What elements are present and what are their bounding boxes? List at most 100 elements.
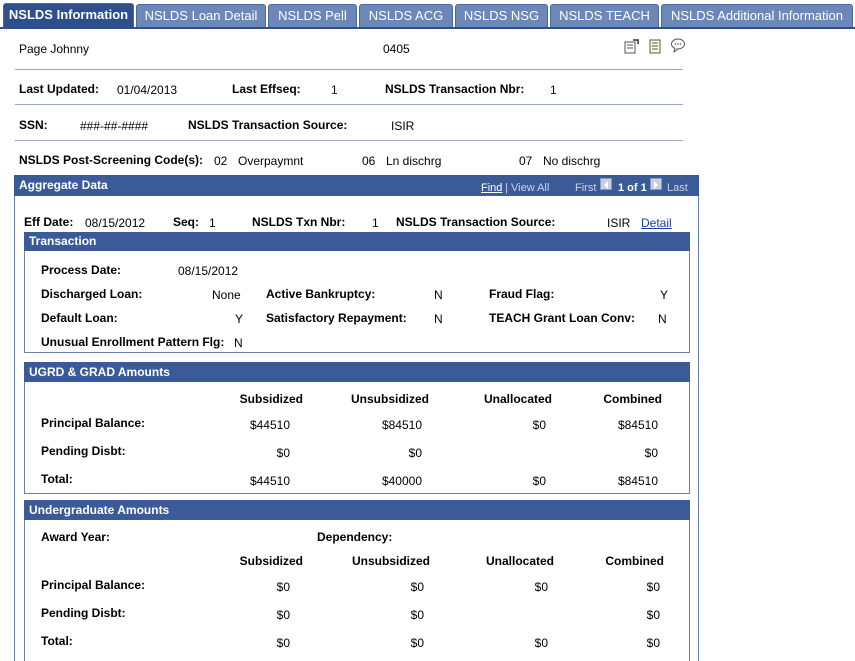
post-screening-code: 07 [519,154,533,168]
document-icon[interactable] [647,38,663,54]
eff-date-value: 08/15/2012 [85,216,146,230]
fraud-flag-value: Y [660,288,669,302]
page-count: 1 of 1 [618,182,647,194]
aggregate-data-header: Aggregate Data [14,175,699,196]
eff-date-label: Eff Date: [24,215,74,229]
row-label: Principal Balance: [41,416,146,430]
fraud-flag-label: Fraud Flag: [489,287,555,301]
post-screening-desc: Overpaymnt [238,154,304,168]
amount-cell: $0 [276,608,290,622]
seq-value: 1 [209,216,216,230]
notepad-icon[interactable] [623,38,639,54]
last-updated-value: 01/04/2013 [117,83,178,97]
default-loan-value: Y [235,312,244,326]
amount-cell: $0 [534,636,548,650]
teach-grant-value: N [658,312,667,326]
amount-cell: $0 [646,608,660,622]
transaction-source-label: NSLDS Transaction Source: [188,118,348,132]
amount-cell: $84510 [617,418,658,432]
active-bankruptcy-label: Active Bankruptcy: [266,287,376,301]
ugrd-grad-title: UGRD & GRAD Amounts [29,365,170,379]
ssn-label: SSN: [19,118,48,132]
link-separator: | [505,182,508,194]
unusual-enrollment-label: Unusual Enrollment Pattern Flg: [41,335,225,349]
student-name: Page Johnny [19,42,90,56]
discharged-loan-value: None [212,288,241,302]
tab-nslds-pell[interactable]: NSLDS Pell [268,4,357,27]
post-screening-code: 06 [362,154,376,168]
process-date-label: Process Date: [41,263,122,277]
transaction-header: Transaction [24,232,690,251]
divider [15,69,683,70]
tab-nslds-additional-information[interactable]: NSLDS Additional Information [661,4,853,27]
satisfactory-repayment-value: N [434,312,443,326]
amount-cell: $0 [644,446,658,460]
column-header: Unallocated [485,554,554,568]
student-id: 0405 [383,42,410,56]
find-link[interactable]: Find [481,182,503,194]
last-updated-label: Last Updated: [19,82,100,96]
default-loan-label: Default Loan: [41,311,118,325]
transaction-source-value: ISIR [391,119,415,133]
amount-cell: $0 [532,474,546,488]
satisfactory-repayment-label: Satisfactory Repayment: [266,311,407,325]
amount-cell: $0 [276,446,290,460]
amount-cell: $0 [646,580,660,594]
tab-underline [0,27,855,29]
post-screening-label: NSLDS Post-Screening Code(s): [19,153,204,167]
next-arrow-icon[interactable] [650,178,662,190]
comment-icon[interactable] [670,37,686,53]
amount-cell: $84510 [617,474,658,488]
amount-cell: $0 [646,636,660,650]
column-header: Subsidized [239,554,303,568]
txn-nbr-label: NSLDS Txn Nbr: [252,215,346,229]
post-screening-code: 02 [214,154,228,168]
column-header: Unsubsidized [350,392,429,406]
post-screening-desc: Ln dischrg [386,154,442,168]
txn-nbr-value: 1 [372,216,379,230]
undergraduate-title: Undergraduate Amounts [29,503,170,517]
active-bankruptcy-value: N [434,288,443,302]
aggregate-data-title: Aggregate Data [19,178,108,192]
amount-cell: $0 [532,418,546,432]
aggregate-source-label: NSLDS Transaction Source: [396,215,556,229]
amount-cell: $0 [410,580,424,594]
first-label: First [575,182,597,194]
teach-grant-label: TEACH Grant Loan Conv: [489,311,635,325]
tab-nslds-loan-detail[interactable]: NSLDS Loan Detail [136,4,266,27]
row-label: Pending Disbt: [41,606,126,620]
tab-bar: NSLDS Information NSLDS Loan Detail NSLD… [0,0,855,28]
ssn-value: ###-##-#### [80,119,149,133]
tab-nslds-nsg[interactable]: NSLDS NSG [455,4,548,27]
previous-arrow-icon[interactable] [600,178,612,190]
discharged-loan-label: Discharged Loan: [41,287,143,301]
view-all-link[interactable]: View All [511,182,550,194]
undergraduate-header: Undergraduate Amounts [24,500,690,520]
tab-nslds-teach[interactable]: NSLDS TEACH [550,4,659,27]
aggregate-source-value: ISIR [607,216,631,230]
row-label: Total: [41,634,73,648]
row-label: Pending Disbt: [41,444,126,458]
transaction-nbr-label: NSLDS Transaction Nbr: [385,82,525,96]
column-header: Subsidized [239,392,303,406]
amount-cell: $0 [276,636,290,650]
award-year-label: Award Year: [41,530,110,544]
divider [15,104,683,105]
dependency-label: Dependency: [317,530,393,544]
transaction-nbr-value: 1 [550,83,557,97]
tab-nslds-acg[interactable]: NSLDS ACG [359,4,453,27]
amount-cell: $0 [276,580,290,594]
row-label: Principal Balance: [41,578,146,592]
ugrd-grad-header: UGRD & GRAD Amounts [24,362,690,382]
amount-cell: $40000 [381,474,422,488]
tab-nslds-information[interactable]: NSLDS Information [3,3,134,28]
detail-link[interactable]: Detail [641,216,672,230]
column-header: Combined [605,554,664,568]
post-screening-desc: No dischrg [543,154,601,168]
process-date-value: 08/15/2012 [178,264,239,278]
seq-label: Seq: [173,215,200,229]
amount-cell: $0 [410,636,424,650]
amount-cell: $0 [408,446,422,460]
transaction-title: Transaction [29,234,97,248]
amount-cell: $0 [534,580,548,594]
